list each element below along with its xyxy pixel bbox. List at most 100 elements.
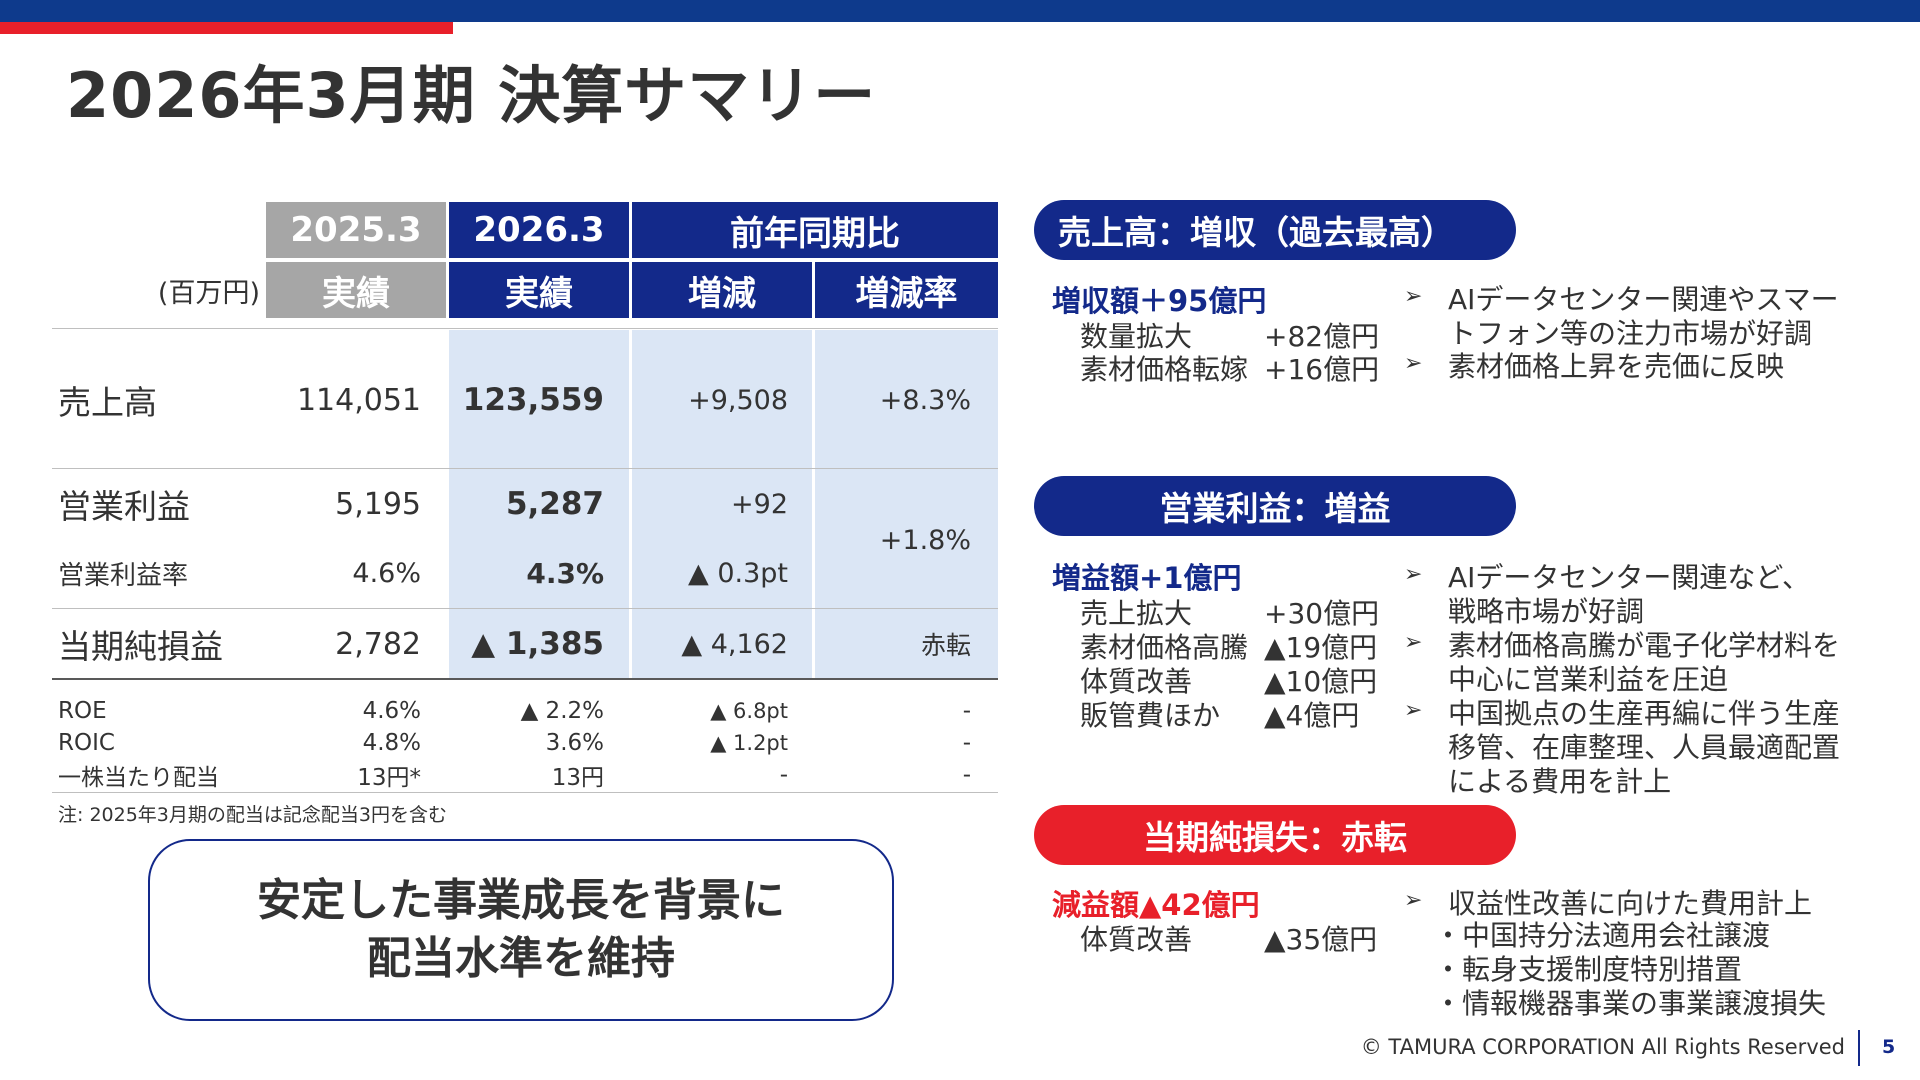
op-margin-diff: ▲ 0.3pt: [687, 557, 788, 589]
net-headline: 減益額▲42億円: [1052, 888, 1260, 922]
op-item-label: 販管費ほか: [1080, 699, 1221, 732]
row-label-roe: ROE: [58, 698, 107, 724]
dividend-cur: 13円: [551, 765, 604, 791]
header-cur-sub: 実績: [449, 262, 629, 318]
dividend-callout: 安定した事業成長を背景に 配当水準を維持: [148, 839, 894, 1021]
op-income-prev: 5,195: [335, 486, 421, 522]
sales-item-label: 素材価格転嫁: [1080, 353, 1249, 386]
header-rate: 増減率: [815, 262, 998, 318]
op-bullet-line: 戦略市場が好調: [1448, 595, 1645, 628]
sales-item-label: 数量拡大: [1080, 320, 1193, 353]
row-label-op-income: 営業利益: [58, 487, 190, 526]
header-cur-year: 2026.3: [449, 202, 629, 258]
net-loss-pill: 当期純損失：赤転: [1034, 805, 1516, 865]
op-bullet-line: 中心に営業利益を圧迫: [1448, 663, 1729, 696]
page-title: 2026年3月期 決算サマリー: [66, 59, 877, 132]
roic-rate: -: [962, 730, 971, 756]
op-bullet-line: 素材価格高騰が電子化学材料を: [1448, 629, 1841, 662]
bullet-arrow-icon: ➢: [1404, 630, 1423, 655]
bullet-arrow-icon: ➢: [1404, 698, 1423, 723]
roe-rate: -: [962, 698, 971, 724]
callout-line-2: 配当水準を維持: [367, 933, 675, 984]
callout-line-1: 安定した事業成長を背景に: [257, 875, 785, 926]
table-bottom-line: [52, 678, 998, 680]
bullet-arrow-icon: ➢: [1404, 351, 1423, 376]
net-income-prev: 2,782: [335, 626, 421, 662]
row-label-dividend: 一株当たり配当: [58, 765, 219, 791]
roic-diff: ▲ 1.2pt: [710, 731, 788, 755]
op-item-label: 売上拡大: [1080, 597, 1193, 630]
op-income-pill: 営業利益：増益: [1034, 476, 1516, 536]
net-income-rate: 赤転: [920, 631, 971, 660]
op-bullet-line: 中国拠点の生産再編に伴う生産: [1448, 697, 1841, 730]
unit-label: (百万円): [157, 277, 260, 309]
header-prev-year: 2025.3: [266, 202, 446, 258]
net-bullet: 収益性改善に向けた費用計上: [1448, 887, 1813, 920]
sales-cur: 123,559: [462, 382, 604, 418]
copyright: © TAMURA CORPORATION All Rights Reserved: [1360, 1035, 1845, 1059]
op-bullet-line: AIデータセンター関連など、: [1448, 561, 1811, 594]
op-item-value: ▲19億円: [1264, 631, 1378, 664]
net-item-label: 体質改善: [1080, 923, 1193, 956]
sales-item-value: +16億円: [1264, 353, 1380, 386]
row-label-net-income: 当期純損益: [58, 627, 223, 666]
sales-bullet-line: AIデータセンター関連やスマー: [1448, 283, 1839, 316]
sales-diff: +9,508: [688, 384, 788, 416]
header-yoy: 前年同期比: [632, 202, 998, 258]
op-income-rate: +1.8%: [879, 524, 971, 556]
row-label-sales: 売上高: [58, 383, 157, 422]
row-label-roic: ROIC: [58, 730, 115, 756]
op-bullet-line: による費用を計上: [1448, 765, 1672, 798]
op-item-label: 素材価格高騰: [1080, 631, 1249, 664]
row-divider: [52, 328, 998, 329]
op-item-value: +30億円: [1264, 597, 1380, 630]
op-income-diff: +92: [731, 488, 788, 520]
net-sub-item: ・情報機器事業の事業譲渡損失: [1434, 987, 1827, 1020]
roe-prev: 4.6%: [362, 698, 421, 724]
bullet-arrow-icon: ➢: [1404, 562, 1423, 587]
sales-bullet-line: トフォン等の注力市場が好調: [1448, 317, 1813, 350]
current-col-shade: [449, 330, 629, 678]
dividend-diff: -: [779, 762, 788, 788]
top-accent-bar: [0, 0, 1920, 22]
net-sub-item: ・中国持分法適用会社譲渡: [1434, 919, 1771, 952]
net-income-diff: ▲ 4,162: [681, 628, 788, 660]
row-divider: [52, 792, 998, 793]
rate-col-shade: [815, 330, 998, 678]
sales-bullet-line: 素材価格上昇を売価に反映: [1448, 350, 1785, 383]
row-label-op-margin: 営業利益率: [58, 560, 189, 591]
net-item-value: ▲35億円: [1264, 923, 1378, 956]
header-diff: 増減: [632, 262, 812, 318]
row-divider: [52, 468, 998, 469]
net-sub-item: ・転身支援制度特別措置: [1434, 953, 1743, 986]
op-income-cur: 5,287: [505, 486, 604, 522]
roic-prev: 4.8%: [362, 730, 421, 756]
op-bullet-line: 移管、在庫整理、人員最適配置: [1448, 731, 1841, 764]
table-note: 注: 2025年3月期の配当は記念配当3円を含む: [58, 804, 447, 826]
row-divider: [52, 608, 998, 609]
top-red-accent: [0, 22, 453, 34]
page-number: 5: [1882, 1036, 1896, 1058]
roic-cur: 3.6%: [545, 730, 604, 756]
op-item-label: 体質改善: [1080, 665, 1193, 698]
sales-rate: +8.3%: [879, 384, 971, 416]
sales-prev: 114,051: [296, 382, 421, 418]
bullet-arrow-icon: ➢: [1404, 284, 1423, 309]
footer-divider: [1858, 1030, 1860, 1066]
sales-headline: 増収額＋95億円: [1052, 284, 1267, 318]
dividend-rate: -: [962, 762, 971, 788]
sales-pill: 売上高：増収（過去最高）: [1034, 200, 1516, 260]
net-income-cur: ▲ 1,385: [471, 626, 604, 662]
dividend-prev: 13円*: [357, 765, 421, 791]
op-item-value: ▲10億円: [1264, 665, 1378, 698]
op-margin-prev: 4.6%: [352, 557, 421, 589]
roe-diff: ▲ 6.8pt: [710, 699, 788, 723]
bullet-arrow-icon: ➢: [1404, 888, 1423, 913]
roe-cur: ▲ 2.2%: [520, 698, 604, 724]
op-item-value: ▲4億円: [1264, 699, 1360, 732]
op-headline: 増益額+1億円: [1052, 561, 1242, 595]
diff-col-shade: [632, 330, 812, 678]
header-prev-sub: 実績: [266, 262, 446, 318]
op-margin-cur: 4.3%: [526, 556, 604, 590]
sales-item-value: +82億円: [1264, 320, 1380, 353]
